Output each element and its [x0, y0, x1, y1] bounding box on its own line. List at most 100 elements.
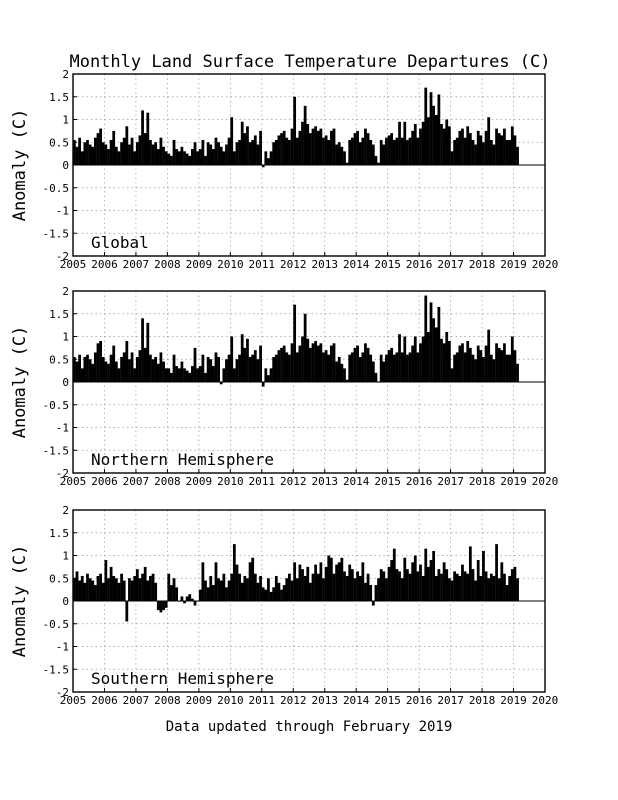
bar — [122, 580, 126, 601]
bar — [382, 361, 386, 382]
bar — [86, 139, 89, 165]
bar — [80, 575, 84, 601]
bar — [408, 573, 412, 601]
bar — [285, 137, 289, 165]
x-tick-label: 2016 — [406, 475, 433, 488]
bar — [340, 146, 344, 165]
bar — [235, 142, 239, 165]
bar — [253, 350, 257, 382]
bar — [489, 354, 493, 382]
bar — [91, 146, 95, 165]
bar — [447, 341, 451, 382]
x-tick-label: 2006 — [91, 258, 118, 271]
x-tick-label: 2011 — [249, 694, 276, 707]
bar — [332, 343, 336, 382]
bar — [183, 151, 186, 165]
bar — [256, 144, 260, 165]
bar — [416, 137, 420, 165]
bar — [487, 329, 491, 382]
bar — [343, 571, 346, 601]
bar — [303, 575, 307, 601]
bar — [177, 151, 181, 165]
bar — [172, 139, 176, 165]
bar — [264, 589, 268, 601]
bar — [238, 139, 241, 165]
x-tick-label: 2009 — [186, 694, 213, 707]
bar — [232, 368, 236, 382]
bar — [413, 555, 417, 601]
panel-label: Southern Hemisphere — [91, 669, 274, 688]
bar — [93, 585, 97, 601]
bar — [219, 382, 223, 385]
bar — [311, 343, 315, 382]
y-axis-label: Anomaly (C) — [10, 326, 30, 439]
bar — [141, 318, 144, 382]
bar — [219, 146, 223, 165]
bar — [91, 363, 95, 382]
bar — [138, 350, 142, 382]
x-tick-label: 2009 — [186, 475, 213, 488]
x-tick-label: 2005 — [60, 475, 87, 488]
bar — [316, 130, 320, 165]
bar — [156, 149, 160, 165]
bar — [177, 368, 181, 382]
bar — [476, 130, 480, 165]
panel-0: 2005 2006 2007 2008 2009 2010 2011 2012 2013 2014… — [10, 68, 558, 271]
bar — [191, 366, 194, 382]
bar — [222, 573, 226, 601]
bar — [516, 578, 519, 601]
bar — [508, 139, 512, 165]
bar — [193, 142, 197, 165]
bar — [269, 591, 273, 601]
bar — [235, 359, 239, 382]
bar — [167, 153, 171, 165]
y-tick-label: -1 — [56, 422, 69, 435]
bar — [395, 137, 399, 165]
bar — [361, 137, 365, 165]
bar — [183, 601, 186, 604]
bar — [175, 149, 179, 165]
bar — [101, 356, 105, 382]
bar — [130, 137, 134, 165]
bar — [180, 361, 184, 382]
bar — [112, 345, 116, 382]
bar — [471, 139, 475, 165]
bar — [492, 359, 496, 382]
bar — [114, 361, 118, 382]
bar — [88, 359, 92, 382]
bar — [371, 601, 375, 606]
bar — [75, 571, 79, 601]
x-tick-label: 2018 — [469, 475, 496, 488]
x-tick-label: 2012 — [280, 258, 307, 271]
bar — [434, 327, 438, 382]
bar — [282, 585, 286, 601]
bar — [516, 146, 519, 165]
bar — [495, 128, 498, 165]
bar — [269, 368, 273, 382]
bar — [411, 562, 415, 601]
bar — [377, 578, 380, 601]
bar — [107, 149, 110, 165]
bar — [437, 94, 441, 165]
bar — [500, 562, 504, 601]
bar — [120, 573, 123, 601]
bar — [78, 137, 82, 165]
bar — [253, 573, 257, 601]
bar — [382, 144, 386, 165]
bar — [230, 573, 234, 601]
bar — [73, 356, 76, 382]
bar — [225, 359, 228, 382]
bar — [400, 578, 404, 601]
x-tick-label: 2008 — [154, 475, 181, 488]
bar — [332, 128, 336, 165]
bar — [243, 133, 247, 165]
bar — [151, 359, 155, 382]
y-tick-label: 1.5 — [49, 527, 69, 540]
bar — [332, 573, 336, 601]
bar — [461, 128, 464, 165]
x-tick-label: 2013 — [311, 694, 338, 707]
bar — [458, 345, 462, 382]
bar — [172, 578, 176, 601]
bar — [225, 144, 228, 165]
bar — [206, 587, 210, 601]
